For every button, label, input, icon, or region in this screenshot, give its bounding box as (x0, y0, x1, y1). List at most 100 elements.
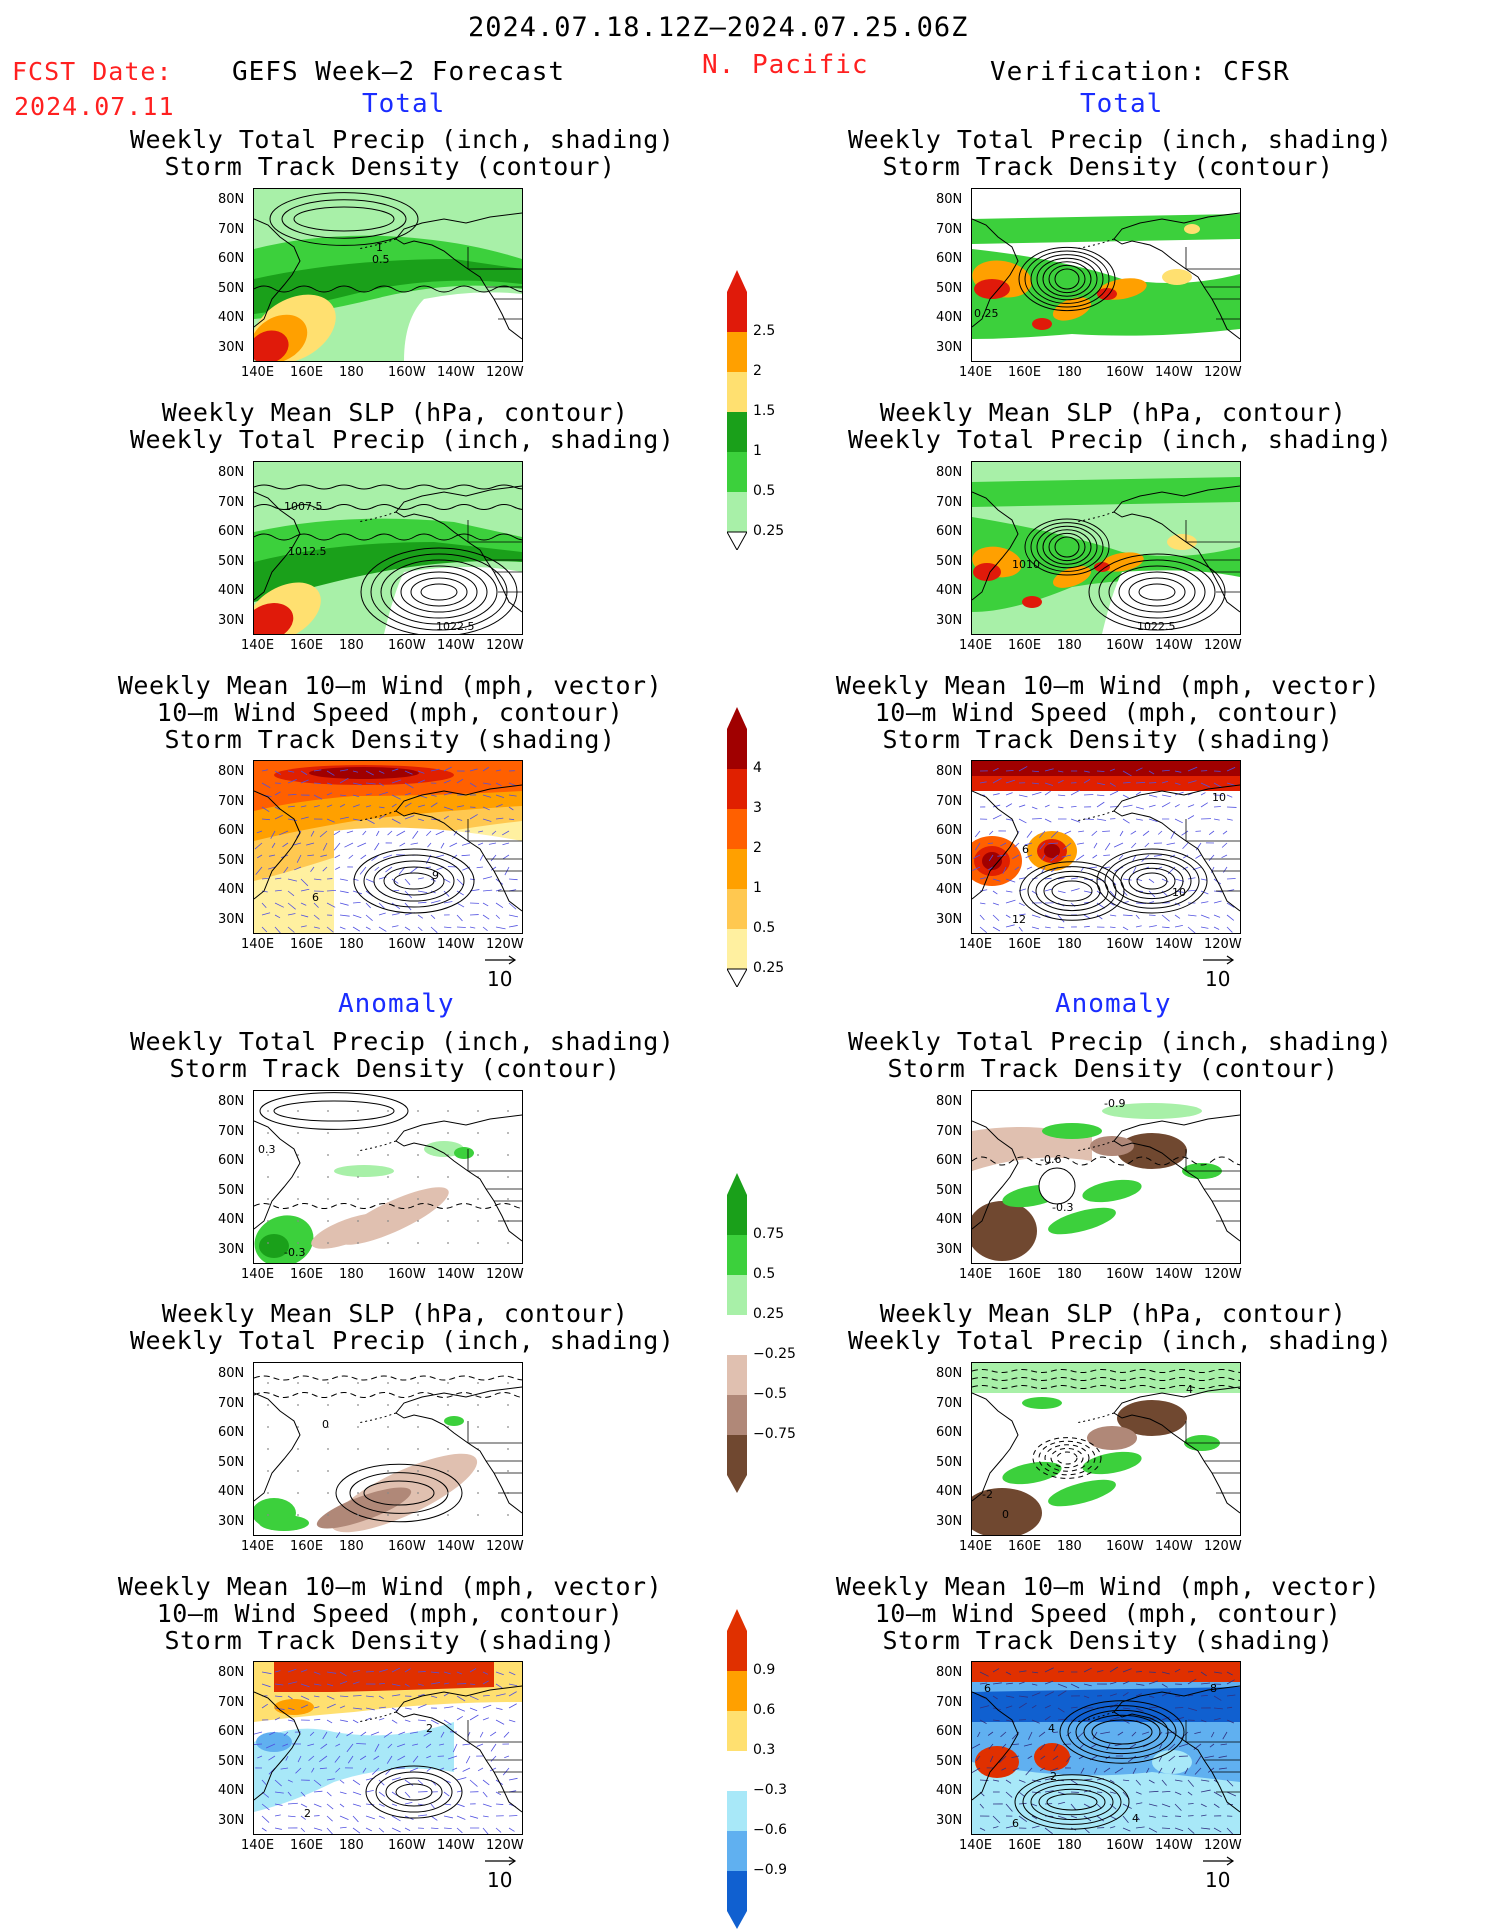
colorbar-label: 0.25 (753, 523, 784, 539)
y-tick-label: 70N (936, 1124, 962, 1139)
shading-region (1184, 224, 1200, 234)
x-tick-label: 160E (1008, 1539, 1041, 1554)
x-tick-label: 140E (241, 1267, 274, 1282)
section-anomaly-right: Anomaly (1055, 989, 1172, 1019)
y-tick-label: 80N (936, 1665, 962, 1680)
shading-region (274, 1699, 314, 1715)
x-tick-label: 160W (388, 1267, 426, 1282)
contour-label: 0 (1002, 1508, 1009, 1521)
contour-label: -0.6 (1040, 1153, 1061, 1166)
x-tick-label: 160W (1106, 638, 1144, 653)
stipple-dot (447, 1220, 449, 1222)
shading-region (1022, 1397, 1062, 1409)
y-tick-label: 60N (218, 1425, 244, 1440)
fcst-date: 2024.07.11 (14, 92, 175, 121)
y-tick-label: 50N (936, 1183, 962, 1198)
stipple-dot (267, 1404, 269, 1406)
stipple-dot (417, 1220, 419, 1222)
stipple-dot (267, 1492, 269, 1494)
colorbar-label: 1 (753, 443, 762, 459)
stipple-dot (447, 1176, 449, 1178)
wind-vector (1227, 878, 1236, 879)
shading-region (1090, 1136, 1134, 1156)
x-tick-label: 120W (1204, 937, 1242, 952)
x-tick-label: 140E (241, 365, 274, 380)
x-tick-label: 180 (1057, 1267, 1082, 1282)
x-tick-label: 140W (437, 937, 475, 952)
colorbar-segment (727, 1751, 747, 1791)
colorbar-cap (727, 1475, 747, 1493)
stipple-dot (507, 1470, 509, 1472)
stipple-dot (447, 1404, 449, 1406)
stipple-dot (357, 1198, 359, 1200)
y-tick-label: 70N (218, 495, 244, 510)
x-tick-label: 140W (437, 1267, 475, 1282)
stipple-dot (417, 1514, 419, 1516)
stipple-dot (387, 1154, 389, 1156)
contour-label: 0.5 (372, 253, 390, 266)
colorbar-label: 0.5 (753, 1266, 775, 1282)
stipple-dot (387, 1242, 389, 1244)
stipple-dot (417, 1470, 419, 1472)
stipple-dot (297, 1514, 299, 1516)
shading-region (1042, 1123, 1102, 1139)
title-right-anom-precip-track: Weekly Total Precip (inch, shading) Stor… (848, 1028, 1378, 1082)
colorbar-label: −0.3 (753, 1782, 787, 1798)
wind-vector (1175, 1707, 1183, 1708)
section-total-left: Total (362, 89, 445, 119)
title-left-anom-wind-track: Weekly Mean 10–m Wind (mph, vector) 10–m… (110, 1573, 670, 1654)
stipple-dot (417, 1404, 419, 1406)
x-tick-label: 140E (241, 1539, 274, 1554)
stipple-dot (357, 1470, 359, 1472)
colorbar-segment (727, 452, 747, 492)
y-tick-label: 70N (936, 794, 962, 809)
vector-reference-arrow (485, 955, 519, 965)
y-tick-label: 30N (218, 912, 244, 927)
shading-band (972, 1662, 1240, 1682)
stipple-dot (387, 1198, 389, 1200)
stipple-dot (417, 1154, 419, 1156)
stipple-dot (507, 1514, 509, 1516)
shading-region (1087, 1426, 1137, 1450)
y-tick-label: 30N (936, 340, 962, 355)
y-tick-label: 50N (936, 554, 962, 569)
stipple-dot (357, 1220, 359, 1222)
stipple-dot (297, 1470, 299, 1472)
stipple-dot (327, 1470, 329, 1472)
y-tick-label: 40N (936, 1212, 962, 1227)
stipple-dot (297, 1242, 299, 1244)
x-tick-label: 120W (1204, 365, 1242, 380)
y-tick-label: 80N (218, 764, 244, 779)
y-tick-label: 40N (936, 882, 962, 897)
contour-circle (1039, 1168, 1075, 1204)
wind-vector (1097, 771, 1104, 772)
fcst-label: FCST Date: (12, 57, 173, 86)
title-right-precip-track: Weekly Total Precip (inch, shading) Stor… (848, 126, 1368, 180)
x-tick-label: 180 (339, 365, 364, 380)
stipple-dot (357, 1492, 359, 1494)
x-tick-label: 140E (241, 937, 274, 952)
stipple-dot (387, 1470, 389, 1472)
shading-band (404, 292, 522, 361)
stipple-dot (357, 1404, 359, 1406)
colorbar-label: 0.6 (753, 1702, 775, 1718)
shading-region (1044, 844, 1060, 858)
x-tick-label: 120W (486, 1267, 524, 1282)
y-tick-label: 80N (936, 1094, 962, 1109)
stipple-dot (357, 1132, 359, 1134)
x-tick-label: 160W (388, 365, 426, 380)
x-tick-label: 140W (1155, 1267, 1193, 1282)
stipple-dot (507, 1176, 509, 1178)
colorbar-segment (727, 849, 747, 889)
x-tick-label: 160W (388, 1838, 426, 1853)
contour-label: 1012.5 (288, 545, 327, 558)
y-tick-label: 60N (218, 524, 244, 539)
y-tick-label: 70N (936, 222, 962, 237)
stipple-dot (357, 1154, 359, 1156)
stipple-dot (507, 1242, 509, 1244)
y-tick-label: 60N (936, 823, 962, 838)
stipple-dot (477, 1382, 479, 1384)
stipple-dot (417, 1492, 419, 1494)
y-tick-label: 60N (218, 823, 244, 838)
y-tick-label: 80N (218, 1665, 244, 1680)
